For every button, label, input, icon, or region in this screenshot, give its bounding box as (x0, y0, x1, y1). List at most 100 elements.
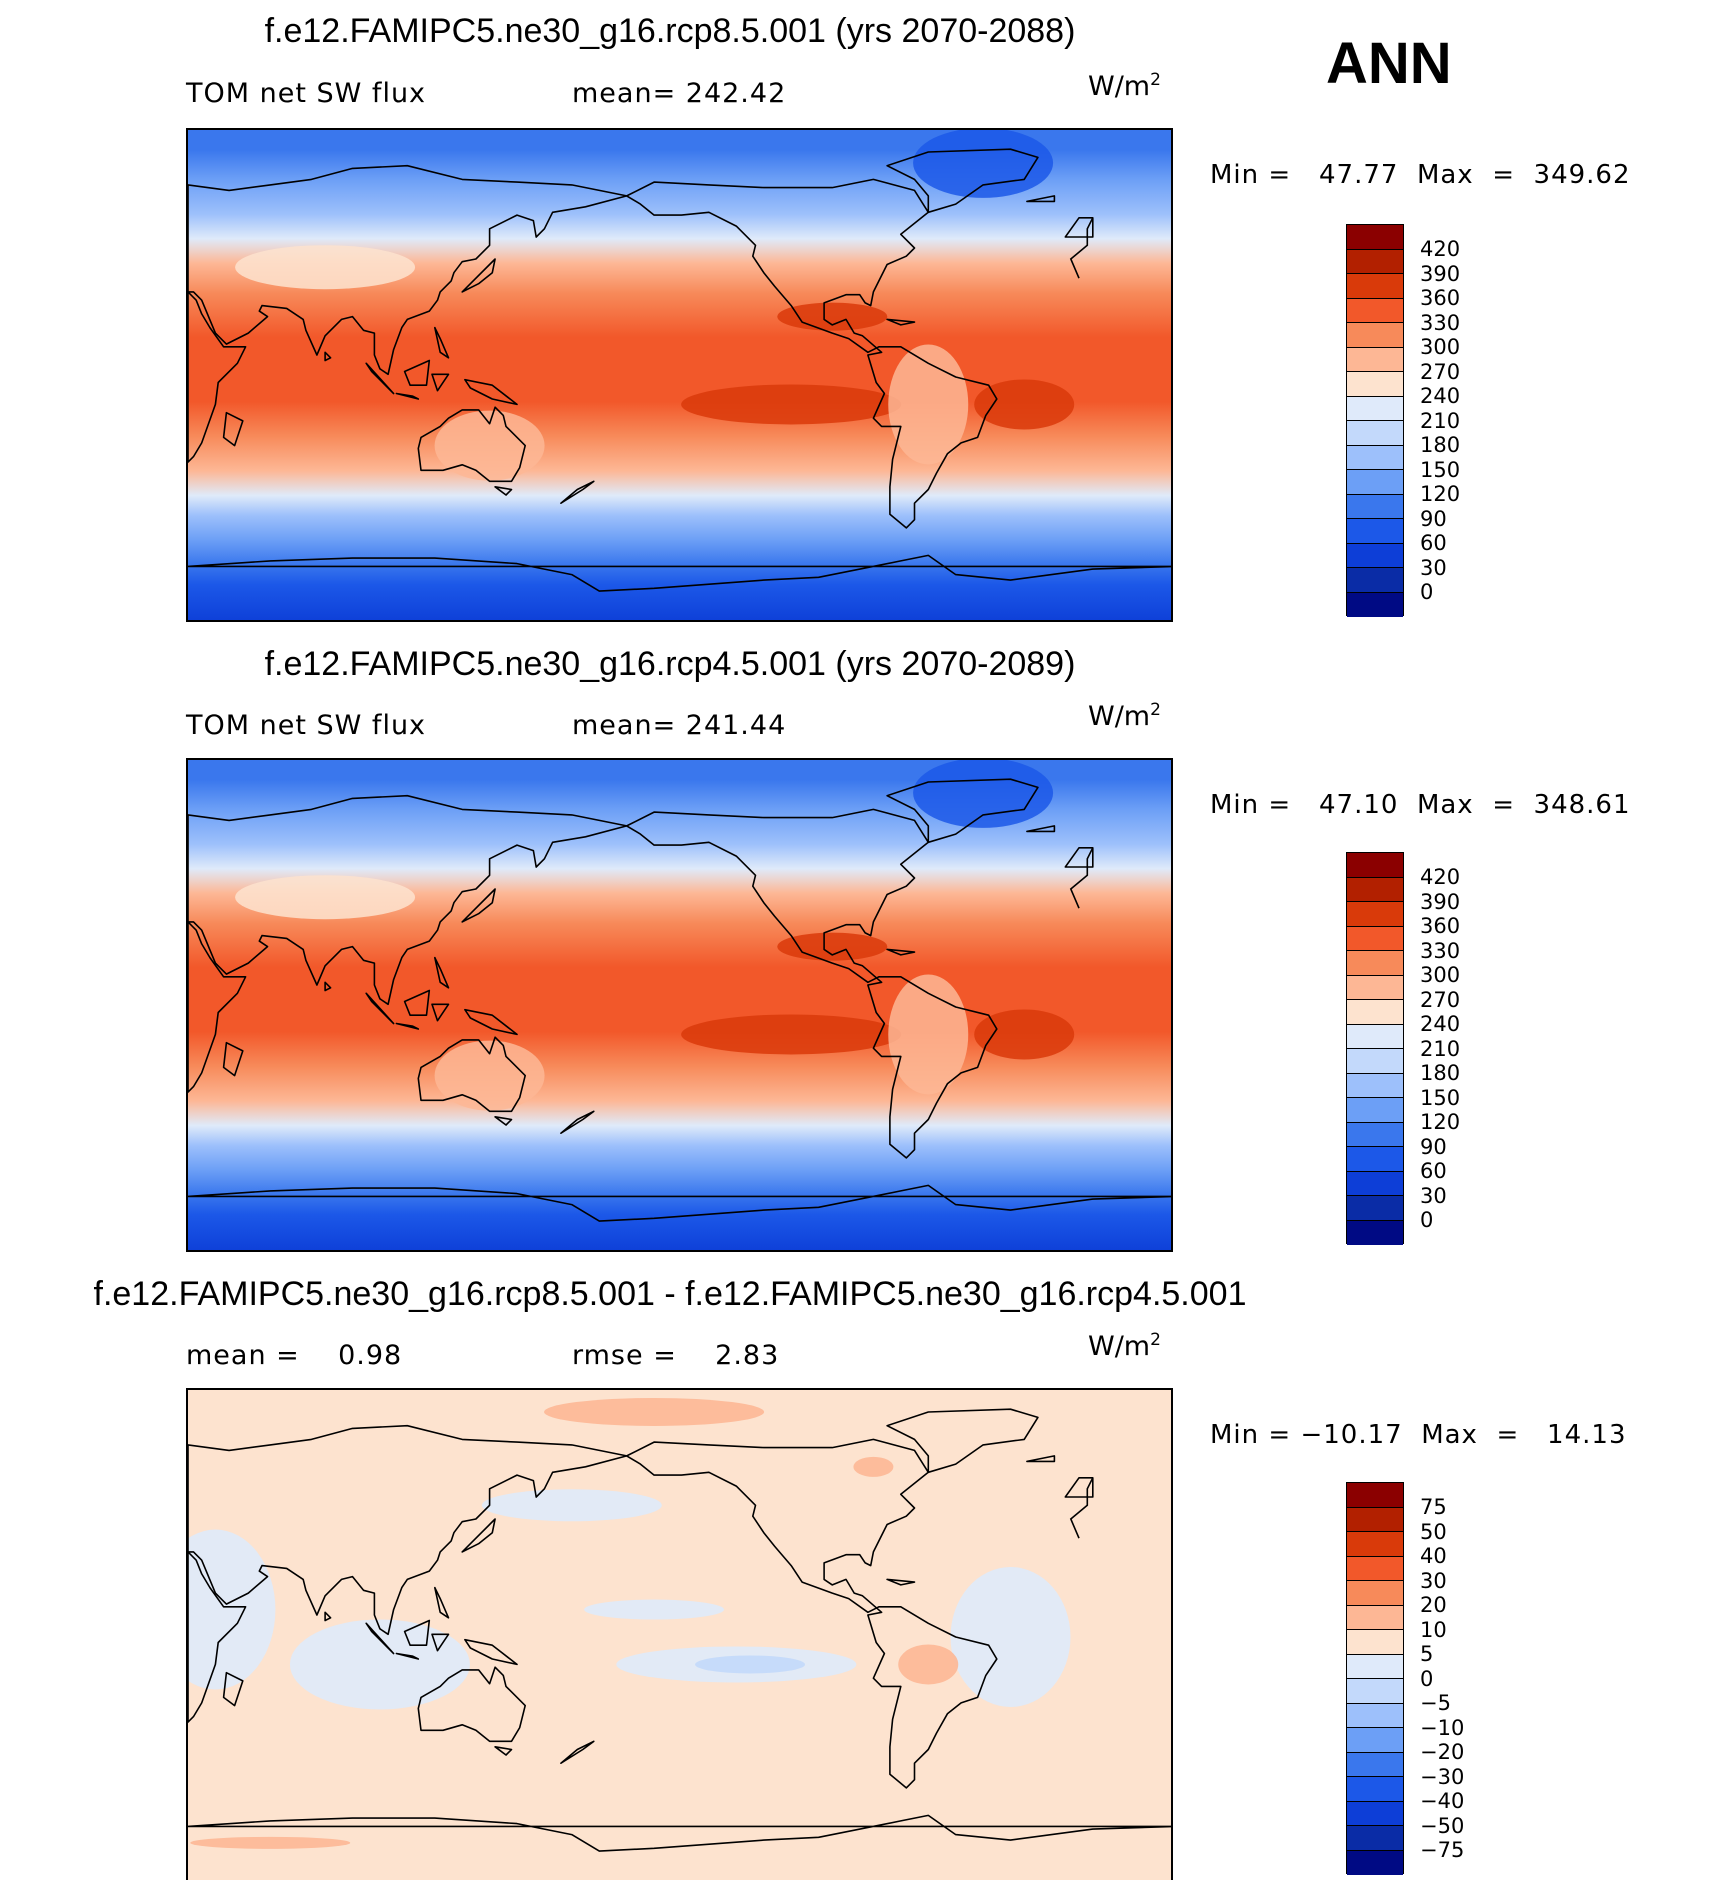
colorbar-label: −75 (1420, 1838, 1465, 1862)
coastline (403, 359, 431, 386)
coastline (434, 1586, 450, 1619)
coastline (1064, 847, 1094, 868)
colorbar-swatch (1347, 1220, 1403, 1245)
panel-title: f.e12.FAMIPC5.ne30_g16.rcp8.5.001 - f.e1… (93, 1275, 1247, 1313)
coastline (395, 1022, 420, 1030)
coastline (188, 164, 628, 376)
contour-region (434, 410, 545, 481)
coastline (188, 1814, 1171, 1852)
colorbar-label: 300 (1420, 335, 1461, 359)
colorbar-label: 210 (1420, 1036, 1461, 1061)
colorbar-label: 75 (1420, 1495, 1447, 1519)
coastline (464, 1008, 518, 1036)
colorbar-swatch (1347, 975, 1403, 1000)
world-map (186, 1388, 1173, 1880)
contour-region (190, 1836, 351, 1849)
colorbar-swatch (1347, 372, 1403, 397)
colorbar-label: 90 (1420, 506, 1447, 531)
colorbar-swatch (1347, 1581, 1403, 1606)
coastline (431, 1003, 450, 1022)
colorbar-swatch (1347, 1801, 1403, 1826)
map-background (188, 130, 1171, 620)
coastline (625, 1438, 998, 1789)
colorbar-swatch (1347, 1483, 1403, 1508)
coastline (222, 1041, 244, 1077)
coastline (431, 373, 450, 392)
colorbar-label: 420 (1420, 865, 1461, 889)
coastline (464, 1638, 518, 1666)
colorbar-swatch (1347, 494, 1403, 519)
coastline (464, 378, 518, 406)
coastline (324, 1611, 332, 1622)
colorbar-swatch (1347, 1654, 1403, 1679)
contour-region (289, 1619, 470, 1710)
coastline (1026, 195, 1056, 203)
colorbar-label: 120 (1420, 1110, 1461, 1134)
contour-region (898, 1644, 959, 1685)
contour-region (913, 130, 1054, 198)
colorbar-label: 180 (1420, 1061, 1461, 1085)
colorbar-swatch (1347, 1777, 1403, 1802)
coastline (1026, 825, 1056, 833)
colorbar-label: −50 (1420, 1813, 1465, 1838)
colorbar-swatch (1347, 1605, 1403, 1630)
coastline (886, 1578, 916, 1586)
colorbar-swatch (1347, 1532, 1403, 1557)
coastline (560, 480, 595, 505)
coastline (625, 808, 998, 1159)
colorbar-label: 390 (1420, 261, 1461, 286)
coastline (188, 1184, 1171, 1222)
season-label: ANN (1326, 31, 1452, 96)
contour-region (584, 1599, 725, 1620)
coastline (188, 291, 247, 463)
colorbar-swatch (1347, 568, 1403, 593)
colorbar-swatch (1347, 1122, 1403, 1147)
colorbar-label: 390 (1420, 889, 1461, 914)
colorbar-swatch (1347, 421, 1403, 446)
coastline (494, 1115, 513, 1126)
mean-label: mean= 241.44 (572, 710, 787, 741)
colorbar-label: 10 (1420, 1617, 1447, 1642)
coastline (365, 362, 395, 395)
colorbar-label: 420 (1420, 237, 1461, 261)
coastline (222, 1671, 244, 1707)
units-label: W/m2 (1088, 70, 1161, 102)
colorbar-swatch (1347, 1024, 1403, 1049)
variable-label: TOM net SW flux (186, 710, 427, 741)
coastline (188, 1424, 628, 1636)
colorbar-label: 90 (1420, 1134, 1447, 1159)
coastline (625, 178, 998, 529)
contour-region (777, 302, 888, 331)
coastline (365, 992, 395, 1025)
min-max-label: Min = 47.10 Max = 348.61 (1210, 790, 1631, 820)
coastline (494, 1745, 513, 1756)
contour-region (913, 760, 1054, 828)
colorbar-swatch (1347, 225, 1403, 250)
colorbar-label: −20 (1420, 1740, 1465, 1764)
contour-region (481, 1489, 662, 1522)
coastline (395, 392, 420, 400)
contour-region (888, 344, 969, 465)
min-max-label: Min = −10.17 Max = 14.13 (1210, 1420, 1627, 1450)
panel-difference: f.e12.FAMIPC5.ne30_g16.rcp8.5.001 - f.e1… (0, 1260, 1710, 1880)
colorbar-swatch (1347, 951, 1403, 976)
units-label: W/m2 (1088, 1330, 1161, 1362)
colorbar-swatch (1347, 1752, 1403, 1777)
coastline (434, 956, 450, 989)
colorbar-swatch (1347, 1630, 1403, 1655)
colorbar-swatch (1347, 323, 1403, 348)
colorbar-label: 360 (1420, 914, 1461, 938)
contour-region (544, 1397, 765, 1426)
contour-region (853, 1456, 894, 1477)
coastline (403, 1619, 431, 1646)
coastline (886, 948, 916, 956)
colorbar-label: 30 (1420, 555, 1447, 580)
colorbar-label: 30 (1420, 1183, 1447, 1208)
colorbar-label: 330 (1420, 938, 1461, 963)
coastline (886, 148, 1039, 214)
colorbar (1346, 1482, 1404, 1875)
colorbar-swatch (1347, 592, 1403, 617)
coastline (886, 1408, 1039, 1474)
coastline (560, 1740, 595, 1765)
